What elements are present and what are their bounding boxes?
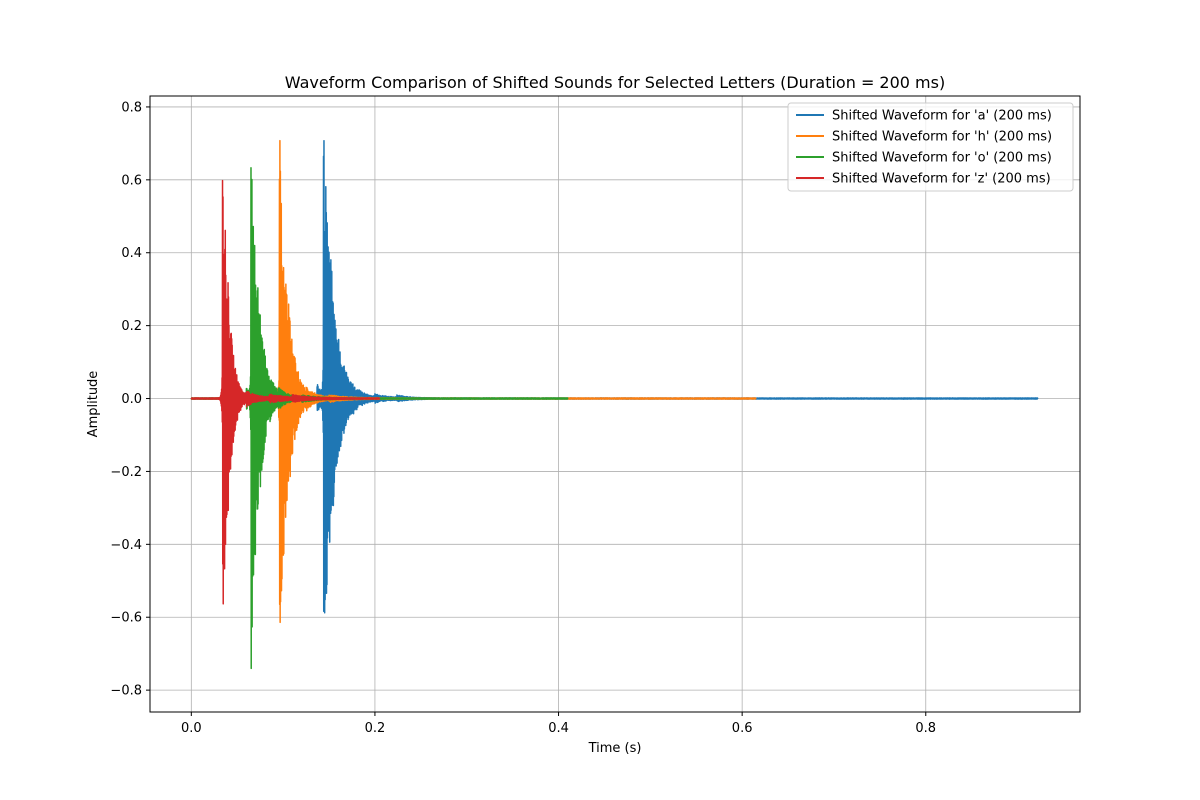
y-axis-label: Amplitude bbox=[86, 371, 101, 438]
legend-box bbox=[787, 102, 1074, 192]
legend-entry-2: Shifted Waveform for 'o' (200 ms) bbox=[832, 151, 1052, 166]
y-tick-label: −0.2 bbox=[110, 465, 142, 480]
y-tick-label: 0.0 bbox=[121, 392, 142, 407]
legend-entry-3: Shifted Waveform for 'z' (200 ms) bbox=[832, 172, 1051, 187]
x-tick-label: 0.4 bbox=[548, 721, 569, 736]
y-axis-ticks: −0.8 −0.6 −0.4 −0.2 0.0 0.2 0.4 0.6 0.8 bbox=[110, 100, 150, 699]
x-axis-label: Time (s) bbox=[588, 741, 642, 756]
y-tick-label: 0.8 bbox=[121, 100, 142, 115]
x-tick-label: 0.8 bbox=[915, 721, 936, 736]
y-tick-label: −0.6 bbox=[110, 611, 142, 626]
x-tick-label: 0.0 bbox=[181, 721, 202, 736]
legend-entry-0: Shifted Waveform for 'a' (200 ms) bbox=[832, 109, 1052, 124]
series-group bbox=[190, 139, 1039, 670]
plot-frame bbox=[149, 95, 1081, 713]
y-tick-label: −0.8 bbox=[110, 684, 142, 699]
x-tick-label: 0.2 bbox=[365, 721, 386, 736]
y-tick-label: 0.2 bbox=[121, 319, 142, 334]
y-tick-label: −0.4 bbox=[110, 538, 142, 553]
chart-title: Waveform Comparison of Shifted Sounds fo… bbox=[285, 73, 945, 92]
x-axis-ticks: 0.0 0.2 0.4 0.6 0.8 bbox=[181, 712, 936, 736]
x-tick-label: 0.6 bbox=[732, 721, 753, 736]
y-tick-label: 0.4 bbox=[121, 246, 142, 261]
legend-entry-1: Shifted Waveform for 'h' (200 ms) bbox=[832, 130, 1052, 145]
legend: Shifted Waveform for 'a' (200 ms) Shifted… bbox=[787, 102, 1074, 192]
series-line-3 bbox=[190, 179, 381, 605]
y-tick-label: 0.6 bbox=[121, 173, 142, 188]
